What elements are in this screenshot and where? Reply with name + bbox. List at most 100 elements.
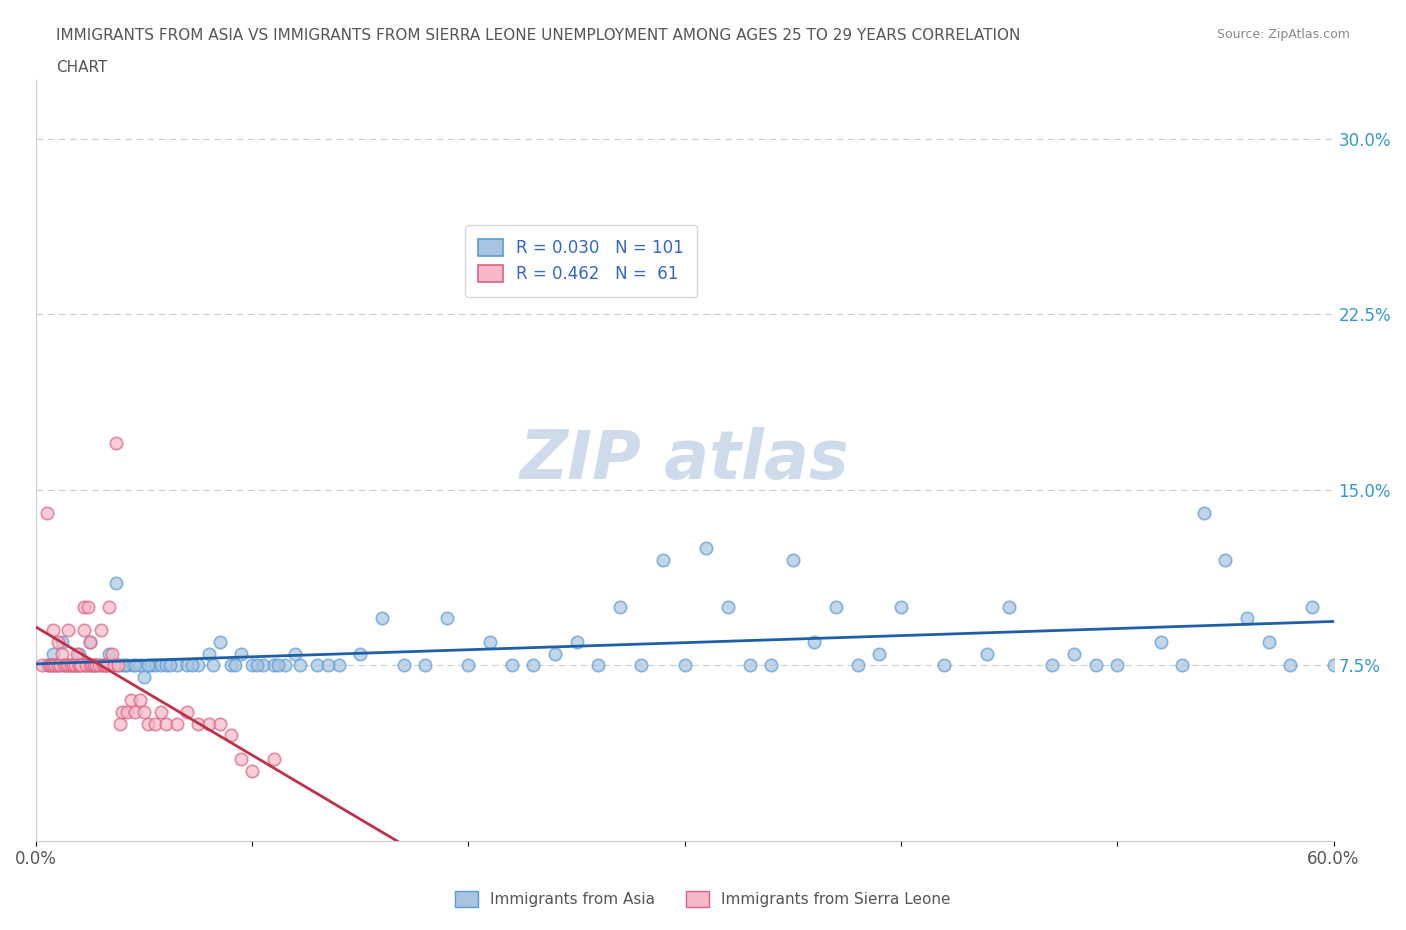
Point — [544, 646, 567, 661]
Point — [288, 658, 311, 672]
Point — [284, 646, 307, 661]
Point — [66, 658, 89, 672]
Point — [107, 658, 129, 672]
Point — [44, 658, 66, 672]
Point — [501, 658, 523, 672]
Point — [138, 716, 160, 731]
Point — [176, 658, 198, 672]
Point — [62, 658, 84, 672]
Point — [107, 658, 129, 672]
Point — [66, 646, 89, 661]
Point — [96, 658, 118, 672]
Point — [143, 658, 166, 672]
Point — [1107, 658, 1129, 672]
Point — [565, 634, 588, 649]
Point — [231, 646, 253, 661]
Point — [263, 658, 285, 672]
Point — [717, 599, 740, 614]
Point — [55, 658, 77, 672]
Point — [252, 658, 274, 672]
Point — [198, 646, 221, 661]
Point — [630, 658, 652, 672]
Point — [35, 506, 58, 521]
Point — [1040, 658, 1063, 672]
Point — [1171, 658, 1194, 672]
Point — [187, 716, 209, 731]
Point — [457, 658, 479, 672]
Point — [79, 634, 101, 649]
Point — [180, 658, 202, 672]
Point — [782, 552, 804, 567]
Point — [114, 658, 136, 672]
Point — [90, 658, 112, 672]
Text: CHART: CHART — [56, 60, 108, 75]
Point — [198, 716, 221, 731]
Point — [51, 634, 73, 649]
Point — [75, 658, 97, 672]
Point — [100, 646, 122, 661]
Point — [208, 716, 231, 731]
Point — [1063, 646, 1085, 661]
Point — [1322, 658, 1344, 672]
Point — [67, 658, 90, 672]
Point — [94, 658, 117, 672]
Point — [202, 658, 225, 672]
Point — [110, 716, 132, 731]
Point — [67, 658, 90, 672]
Point — [83, 658, 105, 672]
Point — [72, 599, 94, 614]
Point — [1279, 658, 1302, 672]
Point — [58, 658, 80, 672]
Point — [115, 658, 138, 672]
Point — [58, 623, 80, 638]
Point — [79, 658, 101, 672]
Point — [998, 599, 1021, 614]
Point — [35, 658, 58, 672]
Point — [155, 716, 177, 731]
Point — [111, 705, 134, 720]
Point — [673, 658, 696, 672]
Text: ZIP atlas: ZIP atlas — [520, 428, 849, 494]
Point — [479, 634, 502, 649]
Point — [371, 611, 394, 626]
Point — [245, 658, 267, 672]
Point — [63, 658, 86, 672]
Point — [111, 658, 134, 672]
Point — [79, 658, 101, 672]
Point — [39, 658, 62, 672]
Point — [349, 646, 371, 661]
Point — [98, 646, 121, 661]
Point — [219, 728, 242, 743]
Point — [53, 658, 76, 672]
Point — [803, 634, 825, 649]
Point — [103, 658, 125, 672]
Point — [48, 658, 70, 672]
Point — [166, 658, 188, 672]
Point — [166, 716, 188, 731]
Point — [868, 646, 890, 661]
Point — [1301, 599, 1323, 614]
Point — [224, 658, 246, 672]
Point — [42, 658, 65, 672]
Point — [46, 658, 69, 672]
Point — [79, 634, 101, 649]
Point — [124, 658, 146, 672]
Point — [115, 705, 138, 720]
Point — [87, 658, 110, 672]
Point — [100, 658, 122, 672]
Text: Source: ZipAtlas.com: Source: ZipAtlas.com — [1216, 28, 1350, 41]
Point — [75, 658, 97, 672]
Point — [1192, 506, 1215, 521]
Point — [316, 658, 339, 672]
Point — [307, 658, 329, 672]
Point — [59, 658, 82, 672]
Point — [187, 658, 209, 672]
Point — [53, 658, 76, 672]
Point — [413, 658, 436, 672]
Point — [82, 658, 104, 672]
Point — [976, 646, 998, 661]
Point — [738, 658, 761, 672]
Point — [139, 658, 162, 672]
Point — [150, 705, 173, 720]
Point — [83, 658, 105, 672]
